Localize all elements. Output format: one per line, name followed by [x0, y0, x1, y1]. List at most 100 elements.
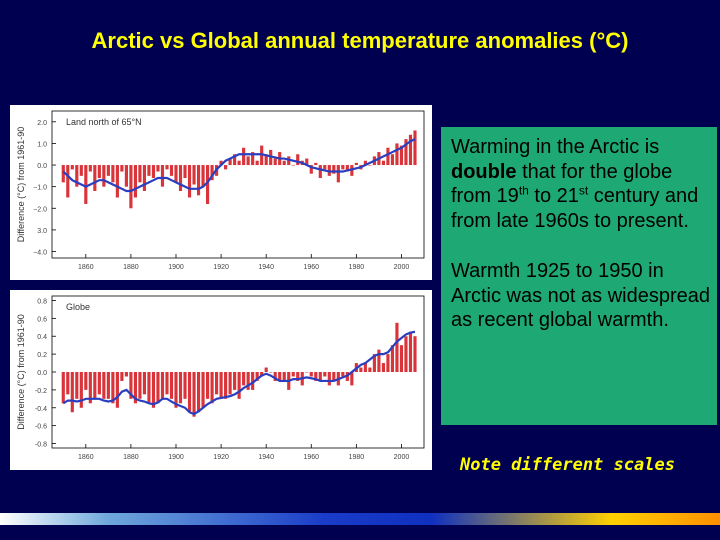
bar [142, 165, 147, 191]
y-tick-label: -0.8 [35, 442, 47, 449]
bar [215, 372, 219, 395]
bar [399, 145, 404, 166]
bar [183, 165, 187, 179]
text-run: st [578, 183, 589, 198]
bar [282, 160, 286, 166]
x-tick-label: 1920 [213, 454, 229, 461]
bar [318, 372, 322, 381]
line [62, 138, 416, 193]
bar [246, 156, 250, 166]
y-tick-label: 0.4 [37, 334, 47, 341]
y-tick-label: −1.0 [33, 185, 47, 192]
bar [75, 165, 79, 187]
x-tick-label: 1880 [123, 264, 139, 271]
bar [386, 147, 390, 166]
bar [350, 372, 354, 386]
x-tick-label: 1980 [349, 264, 365, 271]
x-tick-label: 1940 [258, 264, 274, 271]
bar [102, 165, 106, 187]
bar [79, 165, 83, 176]
y-axis-label: Difference (°C) from 1961-90 [16, 314, 26, 429]
text-run: Warmth 1925 to 1950 in Arctic was not as… [451, 260, 711, 331]
bar [160, 372, 165, 399]
bar [323, 372, 327, 377]
bar [395, 143, 399, 166]
bar [138, 372, 142, 399]
bar [178, 372, 183, 404]
chart: 2.0 1.0 0.0 −1.0 −2.0 3.0 −4.0 1860 1880 1900 1920… [10, 105, 432, 280]
bar [169, 165, 174, 176]
bar [246, 372, 250, 390]
bar [178, 165, 183, 191]
bar [381, 363, 385, 372]
text-box: Warming in the Arctic is double that for… [441, 127, 717, 425]
bar [233, 372, 237, 390]
y-tick-label: 0.0 [37, 370, 47, 377]
bar [390, 345, 395, 372]
bar [359, 367, 363, 372]
bar [70, 372, 74, 413]
bar [115, 372, 119, 408]
bar [381, 160, 385, 166]
bar [413, 336, 417, 372]
bar [323, 165, 327, 170]
text-run: double [451, 160, 517, 183]
bar [363, 363, 367, 372]
bar [399, 345, 404, 372]
y-tick-label: 0.0 [37, 163, 47, 170]
bar [282, 372, 286, 381]
bar [242, 372, 246, 386]
bar [273, 372, 277, 381]
annotation: Land north of 65°N [66, 117, 142, 127]
bar [386, 354, 390, 372]
bar [219, 372, 223, 399]
bar [165, 372, 169, 395]
bar [318, 165, 322, 179]
y-tick-label: 3.0 [37, 228, 47, 235]
bar [296, 372, 300, 381]
bar [341, 165, 345, 170]
bar [156, 372, 160, 404]
bar [70, 165, 74, 170]
bar [84, 372, 88, 390]
x-tick-label: 1860 [78, 264, 94, 271]
bar [133, 165, 137, 198]
paragraph: Warming in the Arctic is double that for… [451, 135, 717, 233]
bar [124, 372, 128, 377]
bar [228, 372, 232, 395]
x-tick-label: 1940 [258, 454, 274, 461]
bar [404, 139, 408, 166]
bar [165, 165, 169, 170]
bar [224, 372, 228, 399]
bar [305, 372, 309, 373]
text-run: that for the globe from 19 [451, 160, 673, 208]
bar [219, 160, 223, 166]
bar [174, 372, 178, 408]
y-tick-label: -0.4 [35, 406, 47, 413]
bar [413, 130, 417, 166]
bar [61, 372, 65, 404]
y-tick-label: 1.0 [37, 141, 47, 148]
y-tick-label: −2.0 [33, 206, 47, 213]
bar [210, 372, 214, 404]
bar [327, 372, 331, 386]
bar [192, 372, 196, 417]
bar [233, 154, 237, 166]
bar [205, 165, 210, 204]
bar [120, 165, 124, 172]
bar [332, 165, 336, 174]
bar [201, 165, 205, 187]
y-axis-label: Difference (°C) from 1961-90 [16, 127, 26, 242]
bar [408, 134, 413, 166]
bar [269, 372, 273, 373]
bar [120, 372, 124, 381]
x-tick-label: 2000 [394, 264, 410, 271]
bar [354, 162, 358, 166]
line [62, 330, 416, 416]
bar [404, 336, 408, 372]
bar [336, 165, 340, 183]
bar [142, 372, 147, 395]
note: Note different scales [460, 455, 675, 475]
bar [174, 165, 178, 183]
